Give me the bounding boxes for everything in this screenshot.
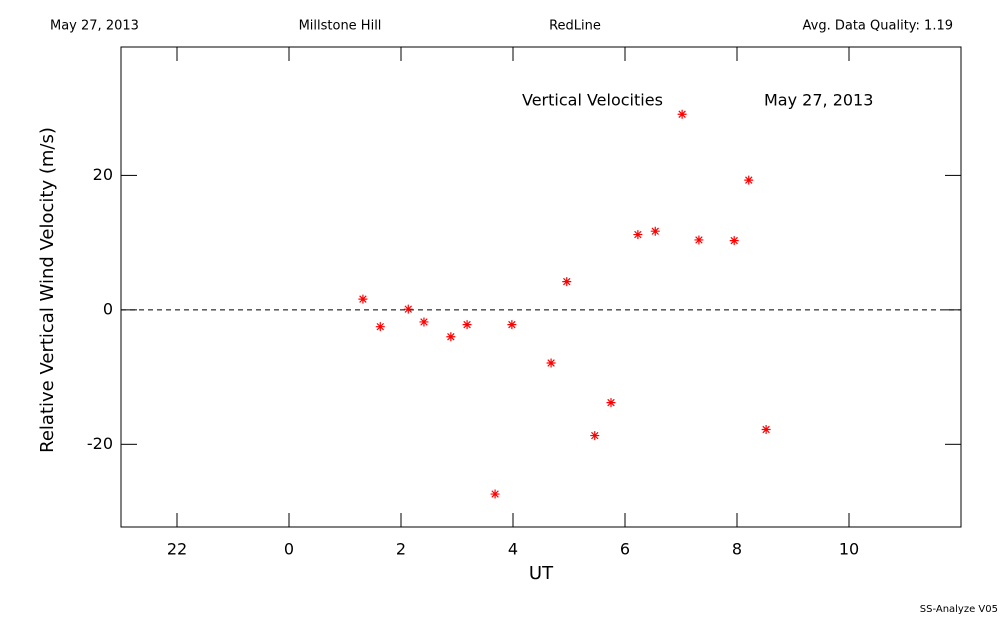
data-point [694, 235, 704, 245]
header-line: RedLine [549, 19, 601, 34]
data-point [546, 358, 556, 368]
asterisk [729, 236, 739, 246]
asterisk [650, 226, 660, 236]
x-axis-label: UT [529, 563, 554, 584]
header-site: Millstone Hill [299, 19, 382, 34]
asterisk [606, 398, 616, 408]
asterisk [490, 489, 500, 499]
y-tick-label: 20 [93, 165, 113, 184]
data-point [358, 294, 368, 304]
y-axis-label: Relative Vertical Wind Velocity (m/s) [37, 127, 58, 453]
x-tick-label: 0 [284, 540, 294, 559]
x-tick-label: 22 [167, 540, 187, 559]
data-point [462, 320, 472, 330]
data-point [761, 425, 771, 435]
asterisk [744, 175, 754, 185]
asterisk [419, 317, 429, 327]
asterisk [446, 332, 456, 342]
annotation: Vertical Velocities [522, 91, 663, 110]
asterisk [403, 304, 413, 314]
asterisk [546, 358, 556, 368]
asterisk [694, 235, 704, 245]
data-point [562, 277, 572, 287]
x-tick-label: 2 [396, 540, 406, 559]
asterisk [590, 431, 600, 441]
x-tick-label: 4 [508, 540, 518, 559]
data-point [633, 230, 643, 240]
data-point [419, 317, 429, 327]
data-point [677, 109, 687, 119]
data-point [375, 322, 385, 332]
annotation: May 27, 2013 [764, 91, 873, 110]
data-point [729, 236, 739, 246]
data-point [650, 226, 660, 236]
header-quality: Avg. Data Quality: 1.19 [803, 19, 953, 34]
data-point [744, 175, 754, 185]
asterisk [507, 320, 517, 330]
asterisk [633, 230, 643, 240]
header-date: May 27, 2013 [50, 19, 139, 34]
data-point [606, 398, 616, 408]
data-point [507, 320, 517, 330]
footer: SS-Analyze V05 [920, 604, 998, 615]
plot-frame [120, 46, 962, 528]
y-tick-label: -20 [87, 434, 113, 453]
data-point [590, 431, 600, 441]
asterisk [375, 322, 385, 332]
x-tick-label: 8 [732, 540, 742, 559]
data-point [490, 489, 500, 499]
data-point [403, 304, 413, 314]
asterisk [358, 294, 368, 304]
y-tick-label: 0 [103, 299, 113, 318]
x-tick-label: 10 [839, 540, 859, 559]
asterisk [677, 109, 687, 119]
data-point [446, 332, 456, 342]
x-tick-label: 6 [620, 540, 630, 559]
asterisk [462, 320, 472, 330]
asterisk [761, 425, 771, 435]
asterisk [562, 277, 572, 287]
